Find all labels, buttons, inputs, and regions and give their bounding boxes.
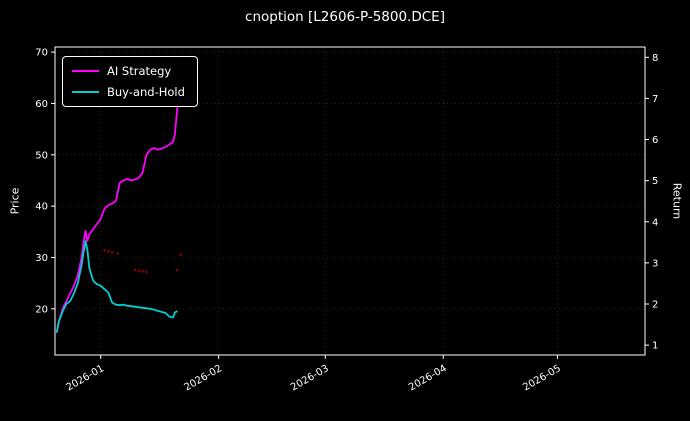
trade-marker-dot [110,251,114,254]
chart-title: cnoption [L2606-P-5800.DCE] [245,9,445,25]
trade-marker-dot [179,253,182,257]
plot-frame [54,46,646,356]
trade-marker-dot [116,252,120,255]
x-tick-label: 2026-02 [182,363,224,393]
x-tick-label: 2026-01 [64,363,106,393]
legend-item-ai-strategy: AI Strategy [72,64,185,78]
y-tick-label-right: 6 [652,135,658,146]
y-tick-label-left: 40 [35,202,48,213]
trade-marker-dot [103,248,106,252]
x-tick-label: 2026-04 [407,363,449,393]
legend-label-ai-strategy: AI Strategy [107,64,172,78]
y-tick-label-left: 20 [35,304,48,315]
y-tick-label-left: 30 [35,253,48,264]
y-tick-label-left: 60 [35,99,48,110]
y-tick-label-right: 3 [652,258,658,269]
trade-marker-dot [145,270,148,274]
x-tick-label: 2026-03 [289,363,331,393]
y-tick-label-right: 1 [652,341,658,352]
legend-item-buy-and-hold: Buy-and-Hold [72,85,185,99]
y-tick-label-right: 8 [652,53,658,64]
y-tick-label-right: 4 [652,217,658,228]
y-tick-label-right: 7 [652,94,658,105]
ai-strategy-line-swatch [72,70,99,72]
trade-marker-dot [133,268,137,272]
y-tick-label-right: 2 [652,300,658,311]
y-tick-label-left: 50 [35,150,48,161]
buy-and-hold-line-swatch [72,91,99,93]
trade-marker-dot [141,270,144,273]
y-tick-label-right: 5 [652,176,658,187]
legend-label-buy-and-hold: Buy-and-Hold [107,85,185,99]
buy-and-hold-line [56,240,178,333]
y-tick-label-left: 70 [35,48,48,59]
legend: AI Strategy Buy-and-Hold [62,56,198,107]
ai-strategy-line [56,92,180,333]
x-tick-label: 2026-05 [521,363,563,393]
trade-marker-dot [106,250,110,253]
trade-marker-dot [137,269,141,273]
trade-marker-dot [175,269,179,272]
